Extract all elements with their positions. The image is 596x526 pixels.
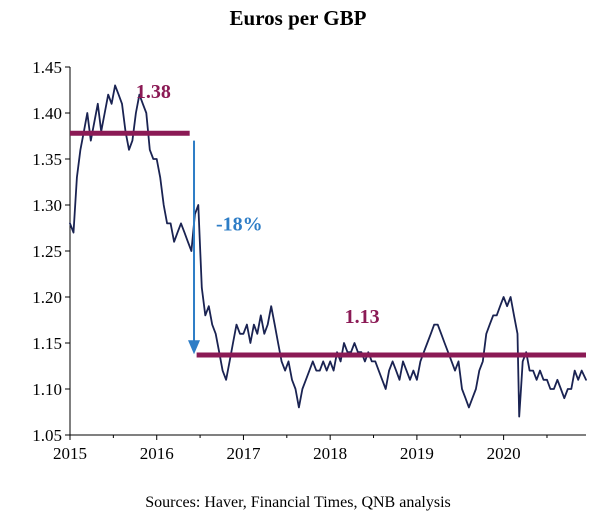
y-tick-label: 1.25 xyxy=(32,242,62,261)
x-tick-label: 2017 xyxy=(226,444,261,463)
x-tick-label: 2019 xyxy=(400,444,434,463)
change-label: -18% xyxy=(216,213,263,235)
x-tick-label: 2018 xyxy=(313,444,347,463)
y-tick-label: 1.40 xyxy=(32,104,62,123)
series-line xyxy=(69,84,587,418)
x-tick-label: 2015 xyxy=(53,444,87,463)
y-tick-label: 1.10 xyxy=(32,380,62,399)
change-arrow-head xyxy=(188,340,201,355)
plot-area xyxy=(69,84,587,418)
x-tick-label: 2020 xyxy=(487,444,521,463)
reference-lines: 1.38 1.13 xyxy=(70,81,586,358)
annotations: -18% xyxy=(188,140,263,355)
y-tick-label: 1.45 xyxy=(32,58,62,77)
y-tick-label: 1.15 xyxy=(32,334,62,353)
reference-line-label: 1.38 xyxy=(136,81,171,103)
axes: 1.45 1.40 1.35 1.30 1.25 1.20 1.15 1.10 1.052015… xyxy=(32,58,586,463)
reference-line-label: 1.13 xyxy=(345,306,380,328)
y-tick-label: 1.20 xyxy=(32,288,62,307)
y-tick-label: 1.30 xyxy=(32,196,62,215)
y-tick-label: 1.35 xyxy=(32,150,62,169)
y-tick-label: 1.05 xyxy=(32,426,62,445)
chart-title: Euros per GBP xyxy=(229,6,367,30)
source-note: Sources: Haver, Financial Times, QNB ana… xyxy=(145,494,451,511)
x-tick-label: 2016 xyxy=(140,444,174,463)
